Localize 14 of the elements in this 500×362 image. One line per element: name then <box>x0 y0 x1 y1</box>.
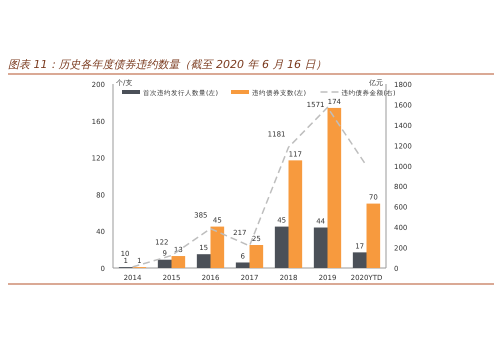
line-series <box>132 106 368 268</box>
bar <box>236 262 250 268</box>
bar <box>158 260 172 268</box>
chart-title: 图表 11：历史各年度债券违约数量（截至 2020 年 6 月 16 日） <box>8 58 326 71</box>
bar <box>352 252 366 268</box>
bar <box>196 254 210 268</box>
bar <box>210 226 224 268</box>
bar <box>314 228 328 268</box>
bar <box>366 204 380 268</box>
bar <box>250 245 264 268</box>
bar <box>172 256 186 268</box>
bar <box>288 160 302 268</box>
bar <box>274 226 288 268</box>
bar <box>328 108 342 268</box>
